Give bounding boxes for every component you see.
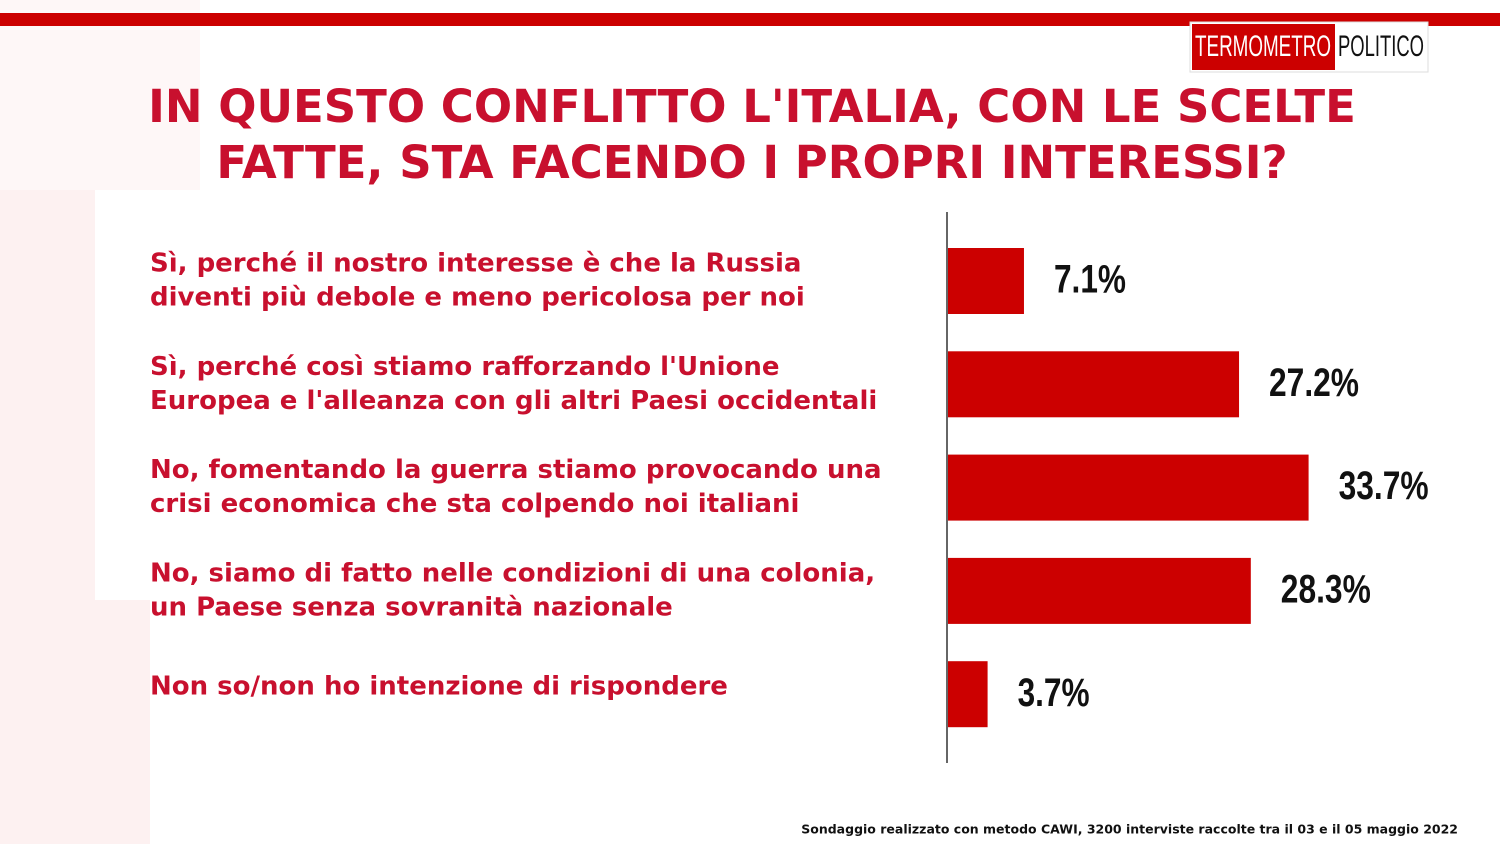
value-label: 3.7% [1018,671,1090,715]
bar [948,557,1251,624]
category-label: No, siamo di fatto nelle condizioni di u… [150,558,875,588]
bar [948,661,988,728]
chart-title: IN QUESTO CONFLITTO L'ITALIA, CON LE SCE… [148,80,1356,133]
category-label: Europea e l'alleanza con gli altri Paesi… [150,386,877,416]
footnote: Sondaggio realizzato con metodo CAWI, 32… [801,822,1458,837]
category-label: Non so/non ho intenzione di rispondere [150,672,728,702]
category-label: un Paese senza sovranità nazionale [150,592,673,622]
category-label: crisi economica che sta colpendo noi ita… [150,489,799,519]
category-label: Sì, perché così stiamo rafforzando l'Uni… [150,352,780,382]
logo-red [1192,24,1335,70]
value-label: 7.1% [1054,258,1126,302]
bar [948,454,1309,521]
logo-text: TERMOMETRO [1195,30,1331,63]
background-shape [0,190,150,844]
value-label: 28.3% [1281,567,1371,611]
category-label: No, fomentando la guerra stiamo provocan… [150,455,882,485]
value-label: 33.7% [1339,464,1429,508]
background-shape [0,0,200,190]
category-label: Sì, perché il nostro interesse è che la … [150,249,801,279]
top-bar [0,13,1500,26]
bar [948,351,1240,418]
bar [948,248,1024,314]
chart-title: FATTE, STA FACENDO I PROPRI INTERESSI? [216,136,1287,189]
value-label: 27.2% [1269,361,1359,405]
logo-text: POLITICO [1338,30,1424,63]
category-label: diventi più debole e meno pericolosa per… [150,283,805,313]
